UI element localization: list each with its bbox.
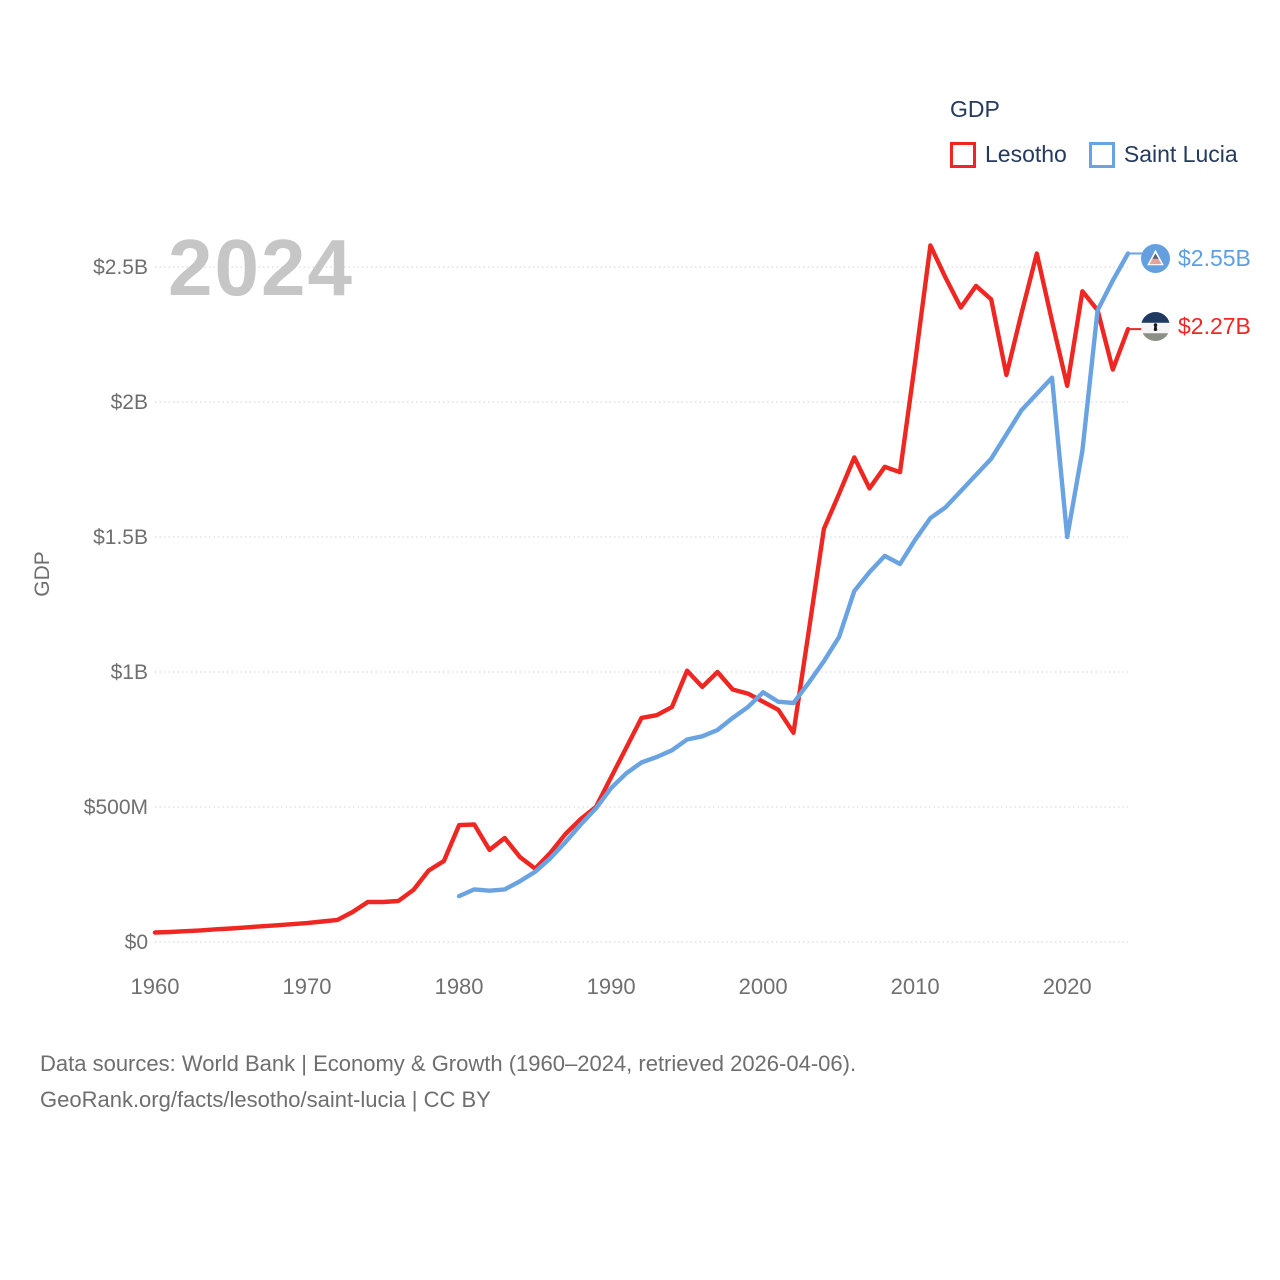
series-line-lesotho[interactable] — [152, 243, 1131, 935]
y-tick-label: $2.5B — [93, 256, 148, 279]
legend-title: GDP — [950, 96, 1000, 122]
series-line-saint-lucia[interactable] — [456, 251, 1131, 899]
y-tick-label: $2B — [110, 391, 148, 414]
saint-lucia-end-label: $2.55B — [1141, 244, 1251, 273]
x-tick-label: 1990 — [586, 974, 636, 999]
x-tick-label: 1970 — [282, 974, 332, 999]
saint-lucia-series-swatch-icon — [1088, 141, 1115, 168]
footer-attribution-link[interactable]: GeoRank.org/facts/lesotho/saint-lucia | … — [40, 1087, 491, 1113]
legend-item-saint-lucia[interactable]: Saint Lucia — [1088, 141, 1238, 168]
y-tick-label: $1.5B — [93, 526, 148, 549]
saint-lucia-end-value: $2.55B — [1178, 245, 1251, 271]
legend-item-lesotho[interactable]: Lesotho — [950, 141, 1067, 168]
y-tick-label: $0 — [124, 931, 148, 954]
legend-item-label: Lesotho — [985, 141, 1067, 167]
footer-data-sources: Data sources: World Bank | Economy & Gro… — [40, 1051, 857, 1076]
year-watermark: 2024 — [168, 223, 354, 312]
x-tick-label: 1980 — [434, 974, 484, 999]
lesotho-flag-icon — [1141, 312, 1170, 341]
y-tick-label: $500M — [83, 796, 148, 819]
x-tick-label: 2010 — [890, 974, 940, 999]
saint-lucia-flag-icon — [1141, 244, 1170, 273]
legend: GDP Lesotho Saint Lucia — [950, 96, 1238, 168]
legend-item-label: Saint Lucia — [1123, 141, 1238, 167]
y-tick-label: $1B — [110, 661, 148, 684]
lesotho-end-value: $2.27B — [1178, 313, 1251, 339]
x-tick-label: 2020 — [1042, 974, 1092, 999]
x-tick-label: 1960 — [130, 974, 180, 999]
lesotho-end-label: $2.27B — [1141, 312, 1251, 341]
x-tick-label: 2000 — [738, 974, 788, 999]
footer: Data sources: World Bank | Economy & Gro… — [40, 1046, 856, 1119]
lesotho-series-swatch-icon — [950, 141, 976, 168]
